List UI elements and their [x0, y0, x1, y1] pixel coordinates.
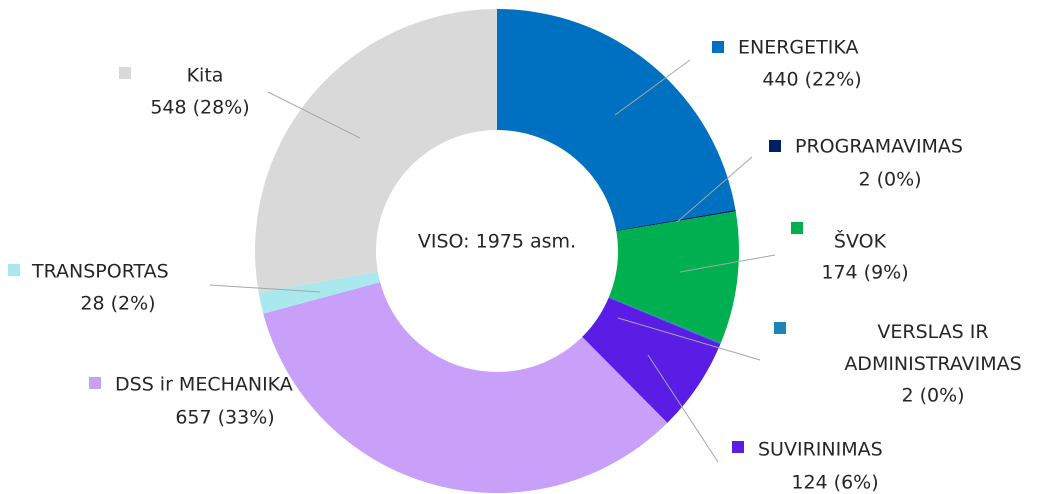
category-label: VERSLAS IR ADMINISTRAVIMAS: [844, 321, 1021, 375]
category-label: Kita: [187, 65, 224, 87]
value-label: 2 (0%): [858, 169, 921, 191]
category-label: ŠVOK: [834, 229, 887, 253]
legend-swatch: [732, 441, 744, 453]
value-label: 440 (22%): [762, 69, 861, 91]
leader-line: [617, 317, 761, 361]
slice: [497, 9, 736, 231]
legend-swatch: [774, 322, 786, 334]
value-label: 548 (28%): [150, 97, 249, 119]
legend-swatch: [769, 140, 781, 152]
slice: [608, 296, 721, 345]
center-label: VISO: 1975 asm.: [418, 231, 576, 253]
value-label: 124 (6%): [791, 472, 878, 494]
leader-line: [679, 254, 776, 273]
value-label: 657 (33%): [175, 407, 274, 429]
slice: [258, 271, 381, 314]
category-label: PROGRAMAVIMAS: [795, 136, 963, 158]
leader-line: [614, 59, 691, 116]
leader-line: [267, 91, 361, 139]
category-label: ENERGETIKA: [738, 37, 859, 59]
leader-line: [676, 156, 753, 223]
category-label: DSS ir MECHANIKA: [115, 374, 293, 396]
legend-swatch: [712, 41, 724, 53]
legend-swatch: [791, 222, 803, 234]
legend-swatch: [119, 67, 131, 79]
category-label-line: VERSLAS IR: [877, 321, 988, 343]
slice: [616, 209, 736, 232]
value-label: 174 (9%): [821, 262, 908, 284]
slice: [608, 211, 740, 343]
category-label-line: ADMINISTRAVIMAS: [844, 353, 1021, 375]
category-label: SUVIRINIMAS: [758, 439, 883, 461]
slice: [263, 282, 668, 493]
slice: [255, 9, 497, 293]
value-label: 2 (0%): [901, 385, 964, 407]
legend-swatch: [89, 377, 101, 389]
leader-line: [647, 354, 719, 463]
leader-line: [209, 284, 321, 293]
value-label: 28 (2%): [80, 293, 155, 315]
category-label: TRANSPORTAS: [31, 261, 169, 283]
legend-swatch: [8, 264, 20, 276]
